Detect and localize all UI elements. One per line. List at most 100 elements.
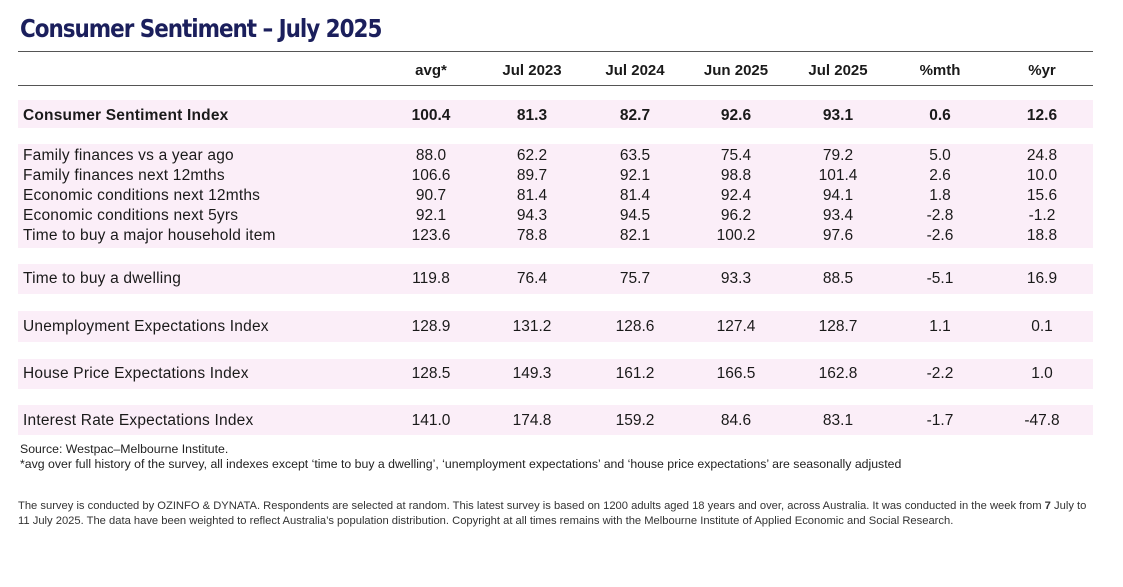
cell: 81.3 (516, 107, 548, 124)
page-title: Consumer Sentiment – July 2025 (20, 14, 382, 43)
cell: 94.3 (516, 207, 548, 224)
source-note: Source: Westpac–Melbourne Institute. (20, 442, 229, 456)
col-header-jul2025: Jul 2025 (808, 62, 868, 79)
cell: 166.5 (716, 365, 756, 382)
row-band (18, 100, 1093, 128)
cell: 5.0 (929, 147, 951, 164)
row-label: Interest Rate Expectations Index (23, 412, 254, 429)
table-row: Interest Rate Expectations Index 141.0 1… (0, 411, 1123, 431)
cell: 119.8 (412, 270, 450, 287)
title-divider (18, 51, 1093, 52)
cell: 1.8 (929, 187, 951, 204)
cell: 98.8 (720, 167, 752, 184)
cell: 97.6 (822, 227, 854, 244)
cell: -1.7 (926, 412, 954, 429)
cell: 76.4 (516, 270, 548, 287)
cell: 12.6 (1026, 107, 1058, 124)
cell: 78.8 (516, 227, 548, 244)
cell: 0.6 (929, 107, 951, 124)
col-header-avg: avg* (415, 62, 447, 79)
cell: 93.3 (720, 270, 752, 287)
cell: 90.7 (415, 187, 447, 204)
cell: 92.4 (720, 187, 752, 204)
cell: 82.7 (619, 107, 651, 124)
cell: -47.8 (1024, 412, 1060, 429)
cell: -2.8 (926, 207, 954, 224)
cell: 128.5 (411, 365, 451, 382)
table-row: House Price Expectations Index 128.5 149… (0, 364, 1123, 384)
footnote-text: July to 11 July 2025. The data have been… (18, 500, 1087, 527)
col-header-jul2024: Jul 2024 (605, 62, 665, 79)
cell: 94.5 (619, 207, 651, 224)
cell: 93.1 (822, 107, 854, 124)
cell: 18.8 (1026, 227, 1058, 244)
cell: 174.8 (512, 412, 552, 429)
cell: 89.7 (516, 167, 548, 184)
avg-footnote: *avg over full history of the survey, al… (20, 457, 902, 471)
cell: 82.1 (619, 227, 651, 244)
cell: 24.8 (1026, 147, 1058, 164)
cell: 159.2 (615, 412, 655, 429)
cell: -2.6 (926, 227, 954, 244)
row-band (18, 144, 1093, 248)
cell: 106.6 (411, 167, 451, 184)
cell: 141.0 (411, 412, 451, 429)
cell: 149.3 (512, 365, 552, 382)
cell: 83.1 (822, 412, 854, 429)
cell: 96.2 (720, 207, 752, 224)
cell: -5.1 (926, 270, 954, 287)
row-label: Unemployment Expectations Index (23, 318, 269, 335)
row-label: Family finances next 12mths (23, 167, 225, 184)
cell: 92.1 (619, 167, 651, 184)
cell: 16.9 (1026, 270, 1058, 287)
cell: 81.4 (516, 187, 548, 204)
cell: 10.0 (1026, 167, 1058, 184)
cell: -1.2 (1028, 207, 1056, 224)
cell: 93.4 (822, 207, 854, 224)
cell: 131.2 (512, 318, 552, 335)
cell: 0.1 (1031, 318, 1053, 335)
cell: 101.4 (818, 167, 858, 184)
cell: 75.4 (720, 147, 752, 164)
cell: 92.1 (415, 207, 447, 224)
cell: 1.1 (929, 318, 951, 335)
cell: 63.5 (619, 147, 651, 164)
col-header-jun2025: Jun 2025 (703, 62, 769, 79)
row-label: Economic conditions next 5yrs (23, 207, 239, 224)
cell: 1.0 (1031, 365, 1053, 382)
row-label: Family finances vs a year ago (23, 147, 234, 164)
col-header-pct-yr: %yr (1028, 62, 1056, 79)
cell: 62.2 (516, 147, 548, 164)
table-row: Family finances next 12mths 106.6 89.7 9… (0, 166, 1123, 186)
survey-footnote: The survey is conducted by OZINFO & DYNA… (18, 499, 1088, 528)
cell: 161.2 (615, 365, 655, 382)
row-band (18, 264, 1093, 294)
row-label: House Price Expectations Index (23, 365, 249, 382)
row-label: Time to buy a major household item (23, 227, 276, 244)
row-label: Time to buy a dwelling (23, 270, 182, 287)
cell: 81.4 (619, 187, 651, 204)
cell: 128.9 (411, 318, 451, 335)
cell: 128.7 (818, 318, 858, 335)
row-label: Economic conditions next 12mths (23, 187, 261, 204)
table-row: Time to buy a dwelling 119.8 76.4 75.7 9… (0, 269, 1123, 289)
footnote-text: The survey is conducted by OZINFO & DYNA… (18, 500, 1045, 512)
footnote-bold-date: 7 (1044, 500, 1051, 512)
cell: 79.2 (822, 147, 854, 164)
cell: 15.6 (1026, 187, 1058, 204)
col-header-pct-mth: %mth (919, 62, 961, 79)
cell: 100.4 (411, 107, 451, 124)
cell: 162.8 (818, 365, 858, 382)
cell: 123.6 (411, 227, 451, 244)
cell: 2.6 (929, 167, 951, 184)
cell: -2.2 (926, 365, 954, 382)
cell: 128.6 (615, 318, 655, 335)
cell: 100.2 (716, 227, 756, 244)
table-row: Unemployment Expectations Index 128.9 13… (0, 317, 1123, 337)
col-header-jul2023: Jul 2023 (502, 62, 562, 79)
table-row: Time to buy a major household item 123.6… (0, 226, 1123, 246)
cell: 88.5 (822, 270, 854, 287)
table-row: Economic conditions next 12mths 90.7 81.… (0, 186, 1123, 206)
row-band (18, 311, 1093, 342)
cell: 84.6 (720, 412, 752, 429)
